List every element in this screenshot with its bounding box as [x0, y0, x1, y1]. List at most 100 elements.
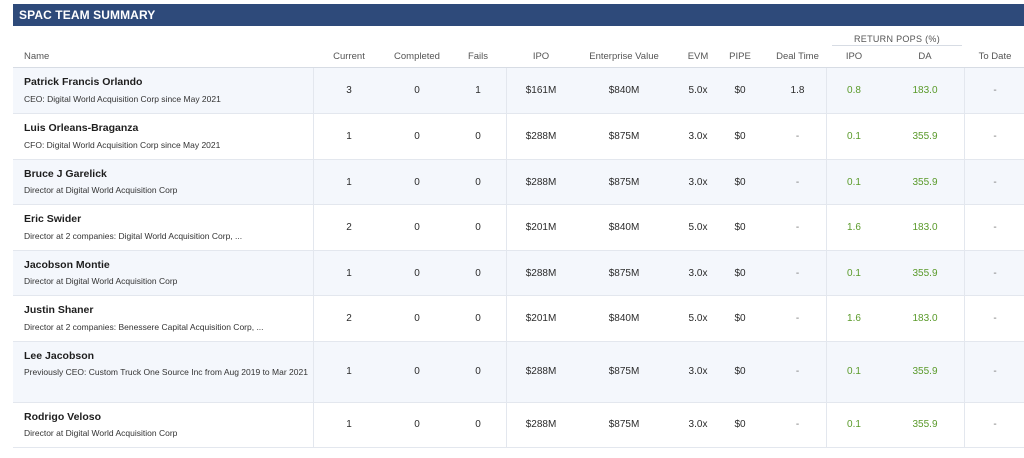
col-header-evm[interactable]: EVM	[687, 51, 709, 62]
cell-completed: 0	[414, 85, 420, 96]
cell-return-ipo: 0.1	[847, 177, 861, 188]
col-header-name[interactable]: Name	[24, 51, 50, 62]
cell-fails: 0	[475, 313, 481, 324]
cell-enterprise-value: $875M	[608, 177, 640, 188]
cell-fails: 1	[475, 85, 481, 96]
person-role: CEO: Digital World Acquisition Corp sinc…	[24, 94, 221, 104]
cell-return-da: 355.9	[912, 268, 938, 279]
cell-ipo: $288M	[525, 131, 557, 142]
person-name[interactable]: Patrick Francis Orlando	[24, 76, 143, 88]
table-row[interactable]: Patrick Francis Orlando CEO: Digital Wor…	[13, 68, 1024, 114]
table-row[interactable]: Jacobson Montie Director at Digital Worl…	[13, 251, 1024, 296]
cell-enterprise-value: $875M	[608, 268, 640, 279]
cell-return-da: 355.9	[912, 177, 938, 188]
section-title-bar: SPAC TEAM SUMMARY	[13, 4, 1024, 26]
cell-return-to-date: -	[993, 419, 997, 430]
cell-current: 1	[346, 419, 352, 430]
col-header-completed[interactable]: Completed	[394, 51, 440, 62]
person-name[interactable]: Lee Jacobson	[24, 350, 95, 362]
cell-deal-time: 1.8	[790, 85, 805, 96]
cell-evm: 3.0x	[688, 268, 708, 279]
table-row[interactable]: Justin Shaner Director at 2 companies: B…	[13, 296, 1024, 342]
col-header-return-ipo[interactable]: IPO	[845, 51, 863, 62]
col-header-pipe[interactable]: PIPE	[729, 51, 751, 62]
cell-return-ipo: 1.6	[847, 313, 861, 324]
person-role: Director at Digital World Acquisition Co…	[24, 428, 178, 438]
col-header-current[interactable]: Current	[333, 51, 365, 62]
cell-pipe: $0	[734, 419, 746, 430]
cell-deal-time: -	[795, 268, 800, 279]
person-role: Director at Digital World Acquisition Co…	[24, 276, 178, 286]
cell-pipe: $0	[734, 366, 746, 377]
cell-return-da: 183.0	[912, 313, 938, 324]
col-header-enterprise-value[interactable]: Enterprise Value	[589, 51, 659, 62]
person-name[interactable]: Justin Shaner	[24, 304, 94, 316]
table-row[interactable]: Eric Swider Director at 2 companies: Dig…	[13, 205, 1024, 251]
cell-fails: 0	[475, 268, 481, 279]
col-header-return-to-date[interactable]: To Date	[978, 51, 1012, 62]
cell-ipo: $201M	[525, 222, 557, 233]
col-header-ipo[interactable]: IPO	[532, 51, 550, 62]
cell-enterprise-value: $840M	[608, 85, 640, 96]
cell-ipo: $288M	[525, 419, 557, 430]
cell-completed: 0	[414, 366, 420, 377]
table-row[interactable]: Bruce J Garelick Director at Digital Wor…	[13, 160, 1024, 205]
return-pops-group-header: RETURN POPS (%)	[853, 34, 940, 44]
person-name[interactable]: Bruce J Garelick	[24, 168, 107, 180]
cell-ipo: $288M	[525, 366, 557, 377]
cell-return-to-date: -	[993, 222, 997, 233]
cell-return-da: 355.9	[912, 131, 938, 142]
cell-pipe: $0	[734, 85, 746, 96]
cell-return-to-date: -	[993, 85, 997, 96]
cell-fails: 0	[475, 366, 481, 377]
section-title: SPAC TEAM SUMMARY	[19, 8, 156, 22]
column-divider	[964, 68, 965, 448]
cell-fails: 0	[475, 131, 481, 142]
cell-return-ipo: 0.1	[847, 419, 861, 430]
column-divider	[506, 68, 507, 448]
cell-return-ipo: 1.6	[847, 222, 861, 233]
person-name[interactable]: Luis Orleans-Braganza	[24, 122, 139, 134]
cell-ipo: $288M	[525, 177, 557, 188]
cell-completed: 0	[414, 313, 420, 324]
cell-pipe: $0	[734, 313, 746, 324]
cell-fails: 0	[475, 177, 481, 188]
cell-fails: 0	[475, 222, 481, 233]
cell-return-da: 355.9	[912, 366, 938, 377]
cell-fails: 0	[475, 419, 481, 430]
cell-ipo: $288M	[525, 268, 557, 279]
cell-return-to-date: -	[993, 313, 997, 324]
person-name[interactable]: Rodrigo Veloso	[24, 411, 102, 423]
cell-return-to-date: -	[993, 268, 997, 279]
table-row[interactable]: Lee Jacobson Previously CEO: Custom Truc…	[13, 342, 1024, 403]
table-row[interactable]: Rodrigo Veloso Director at Digital World…	[13, 403, 1024, 448]
col-header-return-da[interactable]: DA	[918, 51, 932, 62]
cell-pipe: $0	[734, 177, 746, 188]
col-header-fails[interactable]: Fails	[467, 51, 489, 62]
cell-return-ipo: 0.1	[847, 366, 861, 377]
cell-deal-time: -	[795, 419, 800, 430]
col-header-deal-time[interactable]: Deal Time	[776, 51, 819, 62]
person-name[interactable]: Jacobson Montie	[24, 259, 110, 271]
cell-enterprise-value: $840M	[608, 222, 640, 233]
cell-completed: 0	[414, 177, 420, 188]
cell-current: 1	[346, 131, 352, 142]
cell-current: 3	[346, 85, 352, 96]
cell-evm: 3.0x	[688, 419, 708, 430]
cell-return-ipo: 0.8	[847, 85, 861, 96]
cell-return-to-date: -	[993, 366, 997, 377]
person-role: Director at Digital World Acquisition Co…	[24, 185, 178, 195]
table-row[interactable]: Luis Orleans-Braganza CFO: Digital World…	[13, 114, 1024, 160]
cell-return-to-date: -	[993, 177, 997, 188]
person-name[interactable]: Eric Swider	[24, 213, 82, 225]
cell-completed: 0	[414, 419, 420, 430]
cell-enterprise-value: $840M	[608, 313, 640, 324]
cell-pipe: $0	[734, 131, 746, 142]
cell-deal-time: -	[795, 366, 800, 377]
cell-return-da: 183.0	[912, 222, 938, 233]
cell-evm: 3.0x	[688, 131, 708, 142]
cell-completed: 0	[414, 268, 420, 279]
cell-deal-time: -	[795, 313, 800, 324]
cell-enterprise-value: $875M	[608, 419, 640, 430]
cell-current: 1	[346, 177, 352, 188]
